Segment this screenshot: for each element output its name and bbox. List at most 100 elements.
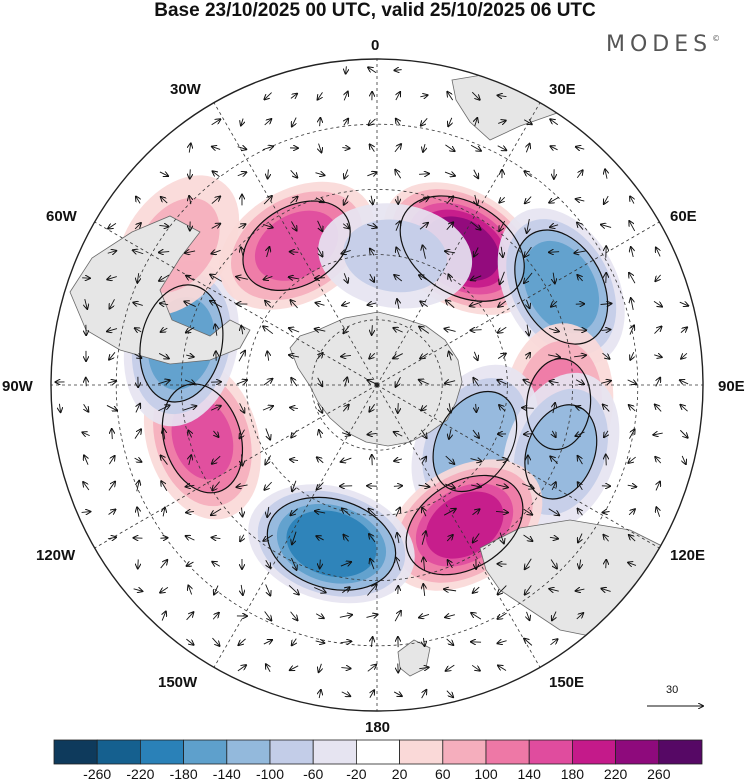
wind-arrow-187 [498, 326, 507, 333]
wind-arrow-226 [236, 380, 247, 384]
wind-arrow-254 [317, 403, 323, 412]
wind-arrow-105 [185, 251, 196, 253]
wind-arrow-291 [653, 433, 663, 435]
wind-arrow-245 [84, 404, 89, 411]
lon-label-30e: 30E [549, 81, 576, 98]
wind-arrow-10 [447, 92, 454, 101]
wind-arrow-192 [630, 325, 634, 335]
copyright-mark: © [712, 34, 721, 43]
wind-arrow-98 [550, 225, 559, 227]
wind-arrow-356 [496, 511, 508, 512]
wind-arrow-201 [238, 351, 245, 362]
wind-arrow-419 [525, 585, 532, 594]
wind-arrow-224 [184, 380, 195, 384]
colorbar-tick-0: -260 [83, 766, 112, 782]
wind-arrow-119 [549, 252, 560, 253]
wind-arrow-22 [448, 117, 452, 126]
anomaly-6-level-4 [286, 510, 377, 578]
wind-arrow-401 [579, 559, 580, 569]
wind-arrow-274 [213, 430, 218, 437]
wind-arrow-126 [137, 273, 138, 283]
wind-arrow-1 [368, 67, 377, 74]
wind-arrow-67 [290, 197, 297, 204]
wind-arrow-158 [368, 303, 377, 305]
wind-arrow-196 [109, 352, 116, 359]
meridian-240 [75, 384, 378, 560]
wind-arrow-433 [419, 614, 430, 617]
wind-arrow-394 [396, 557, 401, 571]
wind-arrow-407 [214, 585, 218, 595]
wind-arrow-444 [292, 638, 297, 646]
wind-arrow-199 [186, 355, 193, 357]
colorbar-tick-7: 20 [391, 766, 408, 782]
wind-arrow-387 [212, 562, 221, 567]
colorbar-swatch-3 [183, 739, 228, 765]
wind-arrow-163 [498, 300, 507, 307]
wind-arrow-143 [577, 275, 583, 282]
wind-arrow-385 [160, 560, 168, 569]
wind-arrow-440 [186, 638, 193, 645]
wind-arrow-165 [551, 300, 558, 306]
colorbar-tick-3: -140 [212, 766, 241, 782]
wind-arrow-59 [576, 170, 582, 178]
wind-arrow-423 [162, 611, 166, 621]
colorbar-swatch-9 [442, 739, 487, 765]
wind-arrow-243 [680, 380, 689, 384]
colorbar-swatch-7 [355, 739, 400, 765]
wind-arrow-95 [471, 221, 480, 229]
wind-arrow-94 [446, 222, 453, 230]
wind-arrow-191 [601, 330, 611, 331]
wind-arrow-221 [107, 381, 116, 383]
wind-arrow-43 [159, 172, 168, 176]
meridian-210 [202, 384, 378, 687]
wind-arrow-374 [397, 533, 399, 544]
wind-arrow-319 [137, 481, 139, 492]
wind-arrow-80 [630, 196, 634, 204]
colorbar-swatch-8 [399, 739, 444, 765]
wind-arrow-266 [629, 405, 636, 412]
wind-arrow-338 [627, 485, 637, 487]
wind-arrow-427 [264, 611, 272, 620]
wind-arrow-135 [370, 273, 374, 282]
wind-arrow-392 [340, 562, 351, 566]
wind-arrow-159 [397, 299, 399, 309]
wind-arrow-86 [238, 224, 246, 228]
wind-arrow-366 [186, 536, 195, 540]
wind-arrow-389 [266, 560, 270, 568]
wind-arrow-244 [59, 403, 60, 412]
wind-arrow-18 [344, 119, 348, 126]
wind-arrow-269 [82, 432, 90, 435]
wind-arrow-184 [419, 327, 430, 334]
wind-arrow-233 [419, 380, 430, 385]
wind-arrow-340 [81, 512, 91, 513]
wind-arrow-336 [578, 482, 583, 491]
wind-arrow-150 [160, 303, 169, 304]
brand-text: MODES [606, 32, 713, 57]
wind-arrow-325 [292, 480, 296, 492]
wind-arrow-334 [522, 483, 533, 489]
wind-arrow-207 [393, 353, 403, 359]
wind-arrow-179 [289, 328, 300, 332]
wind-arrow-467 [341, 692, 350, 696]
wind-arrow-215 [602, 352, 610, 359]
new-zealand-land [397, 639, 431, 677]
wind-arrow-267 [655, 405, 662, 412]
wind-arrow-8 [396, 92, 400, 101]
wind-arrow-21 [421, 117, 428, 125]
wind-arrow-282 [421, 429, 426, 438]
colorbar-swatch-14 [658, 739, 703, 765]
wind-arrow-142 [553, 272, 555, 284]
wind-arrow-353 [422, 508, 426, 517]
wind-arrow-55 [474, 169, 478, 179]
wind-arrow-45 [213, 171, 220, 178]
wind-arrow-211 [497, 353, 506, 359]
wind-arrow-228 [291, 378, 298, 387]
latitude-circle-0 [311, 319, 443, 451]
wind-arrow-381 [578, 533, 582, 543]
wind-arrow-452 [497, 641, 507, 644]
wind-arrow-281 [394, 432, 403, 436]
wind-arrow-253 [290, 407, 298, 408]
wind-arrow-70 [371, 195, 373, 205]
wind-arrow-420 [549, 589, 559, 591]
wind-arrow-410 [288, 585, 299, 594]
